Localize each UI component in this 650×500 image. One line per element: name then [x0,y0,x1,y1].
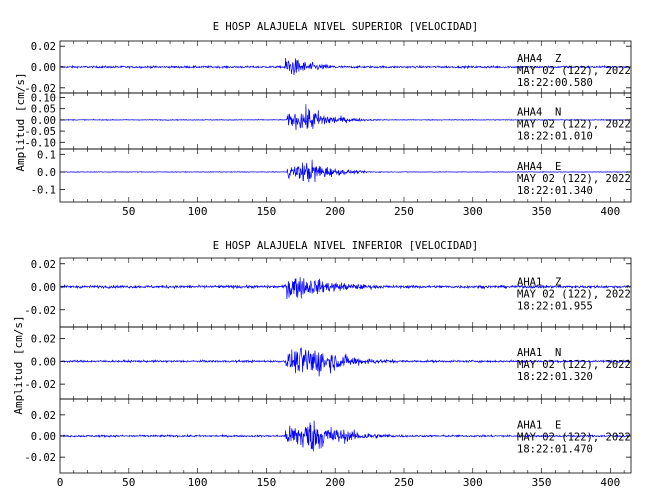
y-tick-label: 0.02 [31,41,56,53]
x-tick-label: 100 [188,205,208,218]
x-tick-label: 150 [256,476,276,489]
channel-code: E [555,420,561,432]
trace-date: MAY 02 (122), 2022 [517,65,631,77]
y-tick-label: 0.00 [31,356,56,368]
trace-start-time: 18:22:00.580 [517,77,593,89]
station-code: AHA1 [517,277,542,289]
chart-block-1: E HOSP ALAJUELA NIVEL SUPERIOR [VELOCIDA… [14,21,632,218]
y-tick-label: -0.1 [31,185,56,197]
trace-start-time: 18:22:01.010 [517,130,593,142]
x-tick-label: 50 [122,476,135,489]
x-tick-label: 200 [325,205,345,218]
waveform-line [60,159,630,183]
trace-date: MAY 02 (122), 2022 [517,359,631,371]
trace-start-time: 18:22:01.320 [517,371,593,383]
x-tick-label: 0 [57,476,64,489]
x-tick-label: 300 [463,476,483,489]
station-code: AHA4 [517,161,542,173]
trace-start-time: 18:22:01.955 [517,301,593,313]
y-axis-label: Amplitud [cm/s] [14,72,27,171]
x-tick-label: 50 [122,205,135,218]
y-tick-label: 0.00 [31,115,56,127]
y-axis-label: Amplitud [cm/s] [12,315,25,414]
y-tick-label: -0.10 [24,137,56,149]
y-tick-label: -0.02 [24,379,56,391]
y-tick-label: -0.02 [24,452,56,464]
channel-code: Z [555,277,561,289]
waveform-line [60,104,631,131]
panel-frame [59,148,632,203]
x-tick-label: 350 [532,205,552,218]
y-tick-label: 0.05 [31,104,56,116]
trace-date: MAY 02 (122), 2022 [517,118,631,130]
station-code: AHA4 [517,106,542,118]
station-code: AHA1 [517,420,542,432]
y-tick-label: 0.1 [37,149,56,161]
trace-date: MAY 02 (122), 2022 [517,173,631,185]
channel-code: N [555,347,561,359]
waveform-line [60,420,631,452]
station-code: AHA4 [517,53,542,65]
y-tick-label: 0.02 [31,259,56,271]
y-tick-label: 0.00 [31,62,56,74]
x-tick-label: 150 [256,205,276,218]
waveform-line [60,277,631,300]
x-tick-label: 100 [188,476,208,489]
chart-title: E HOSP ALAJUELA NIVEL SUPERIOR [VELOCIDA… [213,21,479,33]
y-tick-label: 0.10 [31,92,56,104]
x-tick-label: 400 [600,476,620,489]
waveform-line [60,347,631,377]
chart-title: E HOSP ALAJUELA NIVEL INFERIOR [VELOCIDA… [213,240,479,252]
trace-start-time: 18:22:01.340 [517,185,593,197]
trace-start-time: 18:22:01.470 [517,444,593,456]
chart-block-2: E HOSP ALAJUELA NIVEL INFERIOR [VELOCIDA… [12,240,632,489]
y-tick-label: 0.00 [31,282,56,294]
x-tick-label: 200 [325,476,345,489]
channel-code: Z [555,53,561,65]
station-code: AHA1 [517,347,542,359]
y-tick-label: 0.02 [31,333,56,345]
x-tick-label: 400 [600,205,620,218]
y-tick-label: -0.02 [24,83,56,95]
y-tick-label: 0.0 [37,167,56,179]
x-tick-label: 350 [532,476,552,489]
trace-date: MAY 02 (122), 2022 [517,289,631,301]
channel-code: E [555,161,561,173]
x-tick-label: 250 [394,205,414,218]
x-tick-label: 250 [394,476,414,489]
channel-code: N [555,106,561,118]
y-tick-label: -0.05 [24,126,56,138]
waveform-line [60,57,631,75]
x-tick-label: 300 [463,205,483,218]
y-tick-label: -0.02 [24,305,56,317]
trace-date: MAY 02 (122), 2022 [517,432,631,444]
y-tick-label: 0.02 [31,410,56,422]
y-tick-label: 0.00 [31,431,56,443]
